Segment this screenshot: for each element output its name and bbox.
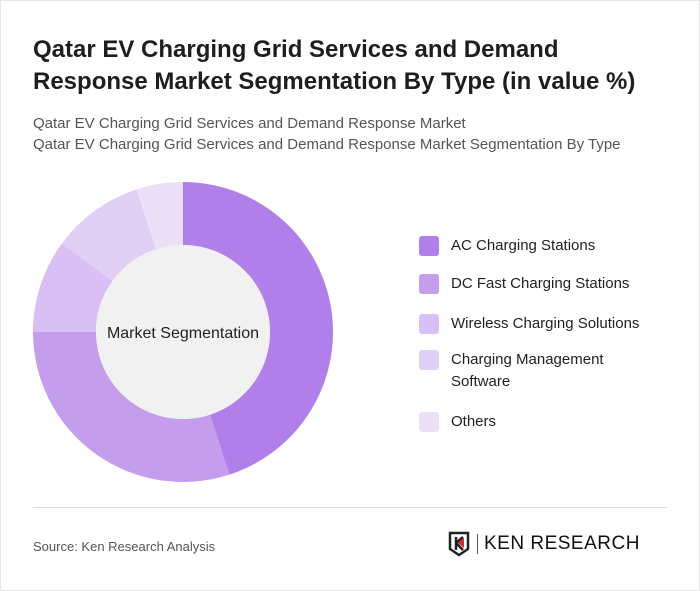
- ken-research-logo-icon: [448, 531, 470, 557]
- logo-text: KEN RESEARCH: [484, 533, 640, 554]
- legend-item: Wireless Charging Solutions: [419, 313, 661, 335]
- legend-label: DC Fast Charging Stations: [451, 275, 630, 292]
- source-note: Source: Ken Research Analysis: [33, 539, 216, 554]
- donut-slice-dc-fast-charging-stations: [33, 332, 230, 483]
- legend-item: DC Fast Charging Stations: [419, 273, 661, 295]
- donut-slice-ac-charging-stations: [183, 182, 334, 475]
- subtitle-market: Qatar EV Charging Grid Services and Dema…: [33, 115, 466, 132]
- legend-swatch: [419, 236, 439, 256]
- legend-label: Others: [451, 413, 497, 430]
- legend-label: Charging Management Software: [451, 351, 604, 390]
- legend-item: Others: [419, 411, 661, 433]
- legend-swatch: [419, 274, 439, 294]
- legend-swatch: [419, 350, 439, 370]
- legend-swatch: [419, 412, 439, 432]
- subtitle-segmentation: Qatar EV Charging Grid Services and Dema…: [33, 136, 621, 153]
- center-label: Market Segmentation: [107, 325, 259, 342]
- chart-title: Qatar EV Charging Grid Services and Dema…: [33, 36, 636, 95]
- legend-item: Charging Management Software: [419, 349, 661, 393]
- legend-item: AC Charging Stations: [419, 235, 661, 257]
- donut-chart: Market Segmentation: [33, 182, 334, 483]
- legend-label: Wireless Charging Solutions: [451, 315, 640, 332]
- legend-swatch: [419, 314, 439, 334]
- ken-research-logo: KEN RESEARCH: [448, 531, 640, 557]
- legend-label: AC Charging Stations: [451, 237, 596, 254]
- donut-slice-others: [136, 182, 183, 250]
- donut-hole: [96, 245, 270, 419]
- donut-slice-charging-management-software: [61, 189, 157, 281]
- donut-slice-wireless-charging-solutions: [33, 243, 113, 332]
- divider: [33, 507, 667, 508]
